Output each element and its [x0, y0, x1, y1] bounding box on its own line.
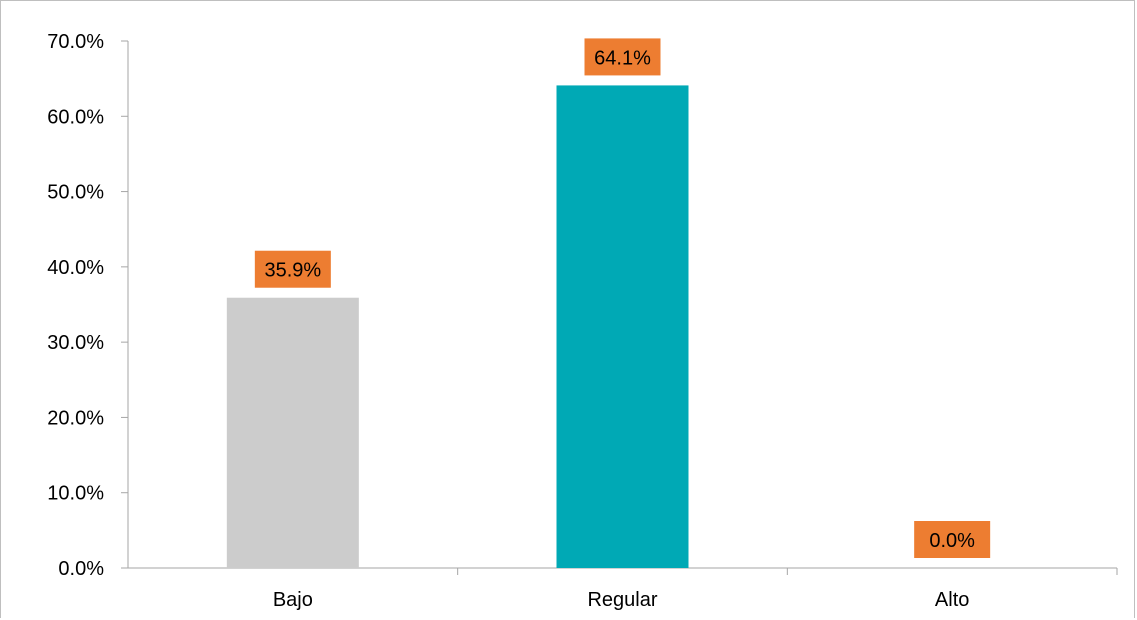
y-tick-label: 10.0%: [47, 483, 104, 505]
x-tick-label: Regular: [587, 589, 657, 611]
data-label-box: [914, 521, 991, 558]
y-tick-label: 50.0%: [47, 182, 104, 204]
data-label: 35.9%: [264, 260, 321, 282]
data-labels: 35.9% 64.1% 0.0%: [254, 38, 991, 558]
y-tick-label: 40.0%: [47, 257, 104, 279]
bar: [226, 297, 359, 568]
y-tick-label: 20.0%: [47, 407, 104, 429]
data-label-box: [584, 38, 661, 76]
y-tick-label: 0.0%: [58, 558, 104, 580]
y-tick-label: 60.0%: [47, 106, 104, 128]
y-axis: 0.0% 10.0% 20.0% 30.0% 40.0% 50.0% 60.0% 70.0%: [47, 31, 129, 580]
y-tick-label: 30.0%: [47, 332, 104, 354]
bar: [556, 85, 689, 568]
y-tick-label: 70.0%: [47, 31, 104, 53]
data-label: 0.0%: [929, 530, 975, 552]
data-label-box: [254, 250, 331, 288]
x-axis: Bajo Regular Alto: [128, 567, 1118, 611]
bars: [226, 85, 689, 568]
x-tick-label: Alto: [935, 589, 969, 611]
x-tick-label: Bajo: [273, 589, 313, 611]
data-label: 64.1%: [594, 47, 651, 69]
